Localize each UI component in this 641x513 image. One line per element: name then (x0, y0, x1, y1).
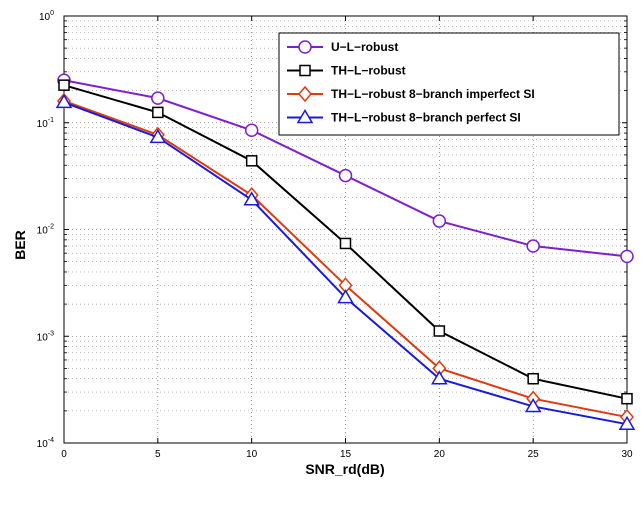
data-point-diamond (298, 85, 312, 103)
legend-label: U−L−robust (331, 40, 398, 54)
data-point-circle (244, 123, 259, 138)
legend-entry-2: TH−L−robust (287, 64, 406, 78)
data-point-circle (526, 239, 540, 253)
data-point-triangle (149, 128, 167, 144)
x-tick-label: 25 (528, 449, 540, 460)
data-point-square (299, 64, 311, 77)
ticks: 0 5 10 15 20 25 30 10-4 10-3 10-2 10-1 100 (37, 10, 633, 460)
data-point-square (621, 392, 633, 405)
data-point-triangle (296, 109, 314, 124)
legend: U−L−robust TH−L−robust TH−L−robust 8−branc… (278, 32, 620, 136)
data-point-triangle (524, 397, 542, 413)
data-point-circle (298, 40, 312, 54)
data-point-square (152, 106, 164, 119)
data-point-triangle (431, 370, 448, 385)
data-point-circle (432, 214, 447, 228)
y-tick-label: 10-2 (37, 224, 54, 237)
y-tick-label: 10-1 (37, 117, 54, 130)
x-tick-label: 10 (246, 449, 258, 460)
data-point-circle (338, 168, 353, 183)
data-point-square (527, 372, 539, 385)
data-point-triangle (55, 93, 73, 109)
data-point-square (433, 325, 446, 337)
legend-box (278, 32, 620, 136)
data-point-circle (620, 249, 634, 264)
y-tick-label: 10-4 (37, 437, 54, 450)
x-tick-label: 30 (621, 449, 633, 460)
data-point-square (339, 237, 352, 250)
series-layer (55, 73, 636, 430)
legend-label: TH−L−robust 8−branch perfect SI (331, 111, 521, 125)
data-point-square (245, 155, 258, 167)
y-tick-label: 100 (39, 10, 54, 23)
data-point-triangle (618, 415, 636, 430)
x-axis-label: SNR_rd(dB) (305, 461, 384, 477)
legend-label: TH−L−robust (331, 64, 406, 78)
data-point-triangle (337, 289, 354, 304)
x-tick-label: 20 (434, 449, 446, 460)
x-tick-label: 15 (340, 449, 352, 460)
data-point-square (58, 79, 70, 91)
y-axis-label: BER (12, 230, 28, 260)
x-tick-label: 5 (155, 449, 161, 460)
legend-entry-1: U−L−robust (287, 40, 398, 54)
legend-entry-3: TH−L−robust 8−branch imperfect SI (287, 85, 535, 103)
data-point-triangle (243, 191, 260, 206)
y-tick-label: 10-3 (37, 330, 54, 343)
series-4 (55, 93, 636, 430)
series-2 (58, 79, 633, 405)
data-point-circle (151, 91, 165, 105)
legend-entry-4: TH−L−robust 8−branch perfect SI (287, 109, 521, 125)
legend-label: TH−L−robust 8−branch imperfect SI (331, 87, 535, 101)
x-tick-label: 0 (61, 449, 67, 460)
